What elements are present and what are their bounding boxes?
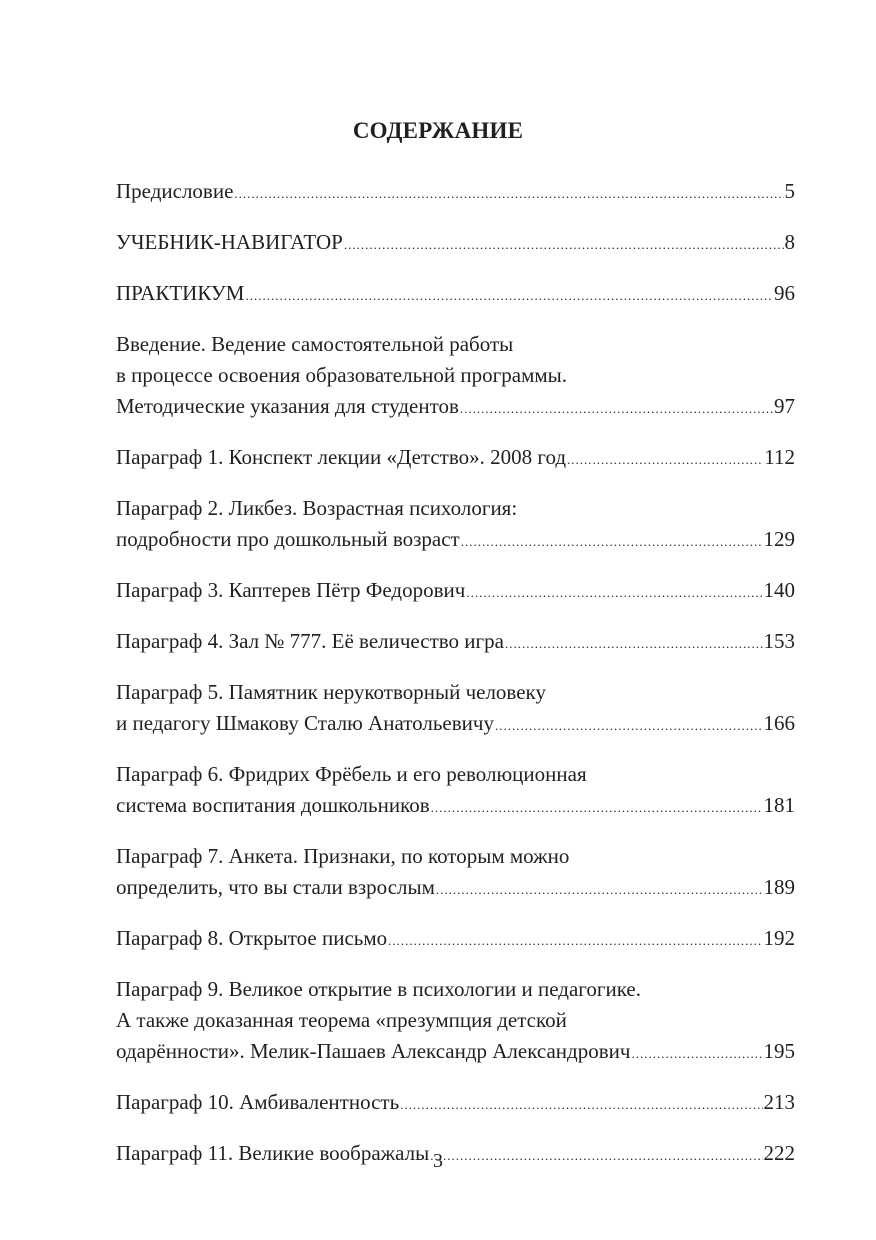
toc-entry[interactable]: Предисловие 5 — [116, 176, 795, 209]
toc-entry-text: определить, что вы стали взрослым — [116, 875, 435, 899]
toc-entry-line: Параграф 11. Великие воображалы 222 — [116, 1138, 795, 1171]
toc-page-number: 129 — [763, 527, 796, 551]
toc-entry-line: Введение. Ведение самостоятельной работы — [116, 329, 795, 360]
toc-entry[interactable]: Введение. Ведение самостоятельной работы… — [116, 329, 795, 424]
dot-leader — [388, 925, 762, 956]
toc-entry-text: Параграф 4. Зал № 777. Её величество игр… — [116, 629, 504, 653]
dot-leader — [461, 526, 763, 557]
toc-page-number: 8 — [784, 230, 796, 254]
toc-page-number: 153 — [763, 629, 796, 653]
toc-entry-text: Методические указания для студентов — [116, 394, 459, 418]
toc-entry-line: одарённости». Мелик-Пашаев Александр Але… — [116, 1036, 795, 1069]
dot-leader — [234, 178, 783, 209]
dot-leader — [400, 1089, 762, 1120]
toc-entry-line: Параграф 6. Фридрих Фрёбель и его револю… — [116, 759, 795, 790]
dot-leader — [344, 229, 784, 260]
toc-entry-text: Предисловие — [116, 179, 234, 203]
dot-leader — [431, 792, 763, 823]
toc-entry-line: Методические указания для студентов 97 — [116, 391, 795, 424]
page-number: 3 — [433, 1150, 443, 1172]
toc-entry-text: система воспитания дошкольников — [116, 793, 430, 817]
toc-entry[interactable]: Параграф 3. Каптерев Пётр Федорович 140 — [116, 575, 795, 608]
toc-entry-text: Введение. Ведение самостоятельной работы — [116, 332, 514, 356]
toc-entry-text: Параграф 7. Анкета. Признаки, по которым… — [116, 844, 570, 868]
page-title: СОДЕРЖАНИЕ — [352, 118, 524, 143]
toc-entry-text: и педагогу Шмакову Сталю Анатольевичу — [116, 711, 494, 735]
toc-page-number: 5 — [784, 179, 796, 203]
toc-entry-line: Параграф 4. Зал № 777. Её величество игр… — [116, 626, 795, 659]
toc-entry-line: Параграф 10. Амбивалентность 213 — [116, 1087, 795, 1120]
dot-leader — [466, 577, 762, 608]
toc-entry-line: Предисловие 5 — [116, 176, 795, 209]
dot-leader — [460, 393, 773, 424]
dot-leader — [245, 280, 773, 311]
toc-entry[interactable]: Параграф 9. Великое открытие в психологи… — [116, 974, 795, 1069]
toc-entry-line: и педагогу Шмакову Сталю Анатольевичу 166 — [116, 708, 795, 741]
toc-entry[interactable]: УЧЕБНИК-НАВИГАТОР 8 — [116, 227, 795, 260]
toc-page-number: 181 — [763, 793, 796, 817]
toc-entry-line: Параграф 9. Великое открытие в психологи… — [116, 974, 795, 1005]
toc-entry[interactable]: ПРАКТИКУМ 96 — [116, 278, 795, 311]
toc-page-number: 189 — [763, 875, 796, 899]
toc-entry-line: Параграф 1. Конспект лекции «Детство». 2… — [116, 442, 795, 475]
toc-entry[interactable]: Параграф 5. Памятник нерукотворный челов… — [116, 677, 795, 741]
toc-entry[interactable]: Параграф 6. Фридрих Фрёбель и его револю… — [116, 759, 795, 823]
toc-entry-text: в процессе освоения образовательной прог… — [116, 363, 568, 387]
toc-entry-text: Параграф 9. Великое открытие в психологи… — [116, 977, 641, 1001]
toc-entry-line: Параграф 8. Открытое письмо 192 — [116, 923, 795, 956]
dot-leader — [495, 710, 763, 741]
toc-entry[interactable]: Параграф 8. Открытое письмо 192 — [116, 923, 795, 956]
toc-page-number: 96 — [774, 281, 795, 305]
dot-leader — [567, 444, 763, 475]
toc-entry-text: Параграф 2. Ликбез. Возрастная психологи… — [116, 496, 518, 520]
toc-entry-text: Параграф 10. Амбивалентность — [116, 1090, 400, 1114]
toc-entry[interactable]: Параграф 4. Зал № 777. Её величество игр… — [116, 626, 795, 659]
dot-leader — [631, 1038, 762, 1069]
toc-entry-text: Параграф 8. Открытое письмо — [116, 926, 388, 950]
toc-entry-line: в процессе освоения образовательной прог… — [116, 360, 795, 391]
toc-entry[interactable]: Параграф 7. Анкета. Признаки, по которым… — [116, 841, 795, 905]
toc-entry-line: определить, что вы стали взрослым 189 — [116, 872, 795, 905]
toc-page-number: 195 — [763, 1039, 796, 1063]
table-of-contents: Предисловие 5 УЧЕБНИК-НАВИГАТОР 8 ПРАКТИКУМ 9… — [116, 176, 795, 1189]
toc-page-number: 166 — [763, 711, 796, 735]
toc-entry-line: А также доказанная теорема «презумпция д… — [116, 1005, 795, 1036]
toc-entry-line: УЧЕБНИК-НАВИГАТОР 8 — [116, 227, 795, 260]
toc-entry-line: система воспитания дошкольников 181 — [116, 790, 795, 823]
toc-entry-text: одарённости». Мелик-Пашаев Александр Але… — [116, 1039, 631, 1063]
dot-leader — [505, 628, 763, 659]
toc-entry-text: Параграф 6. Фридрих Фрёбель и его револю… — [116, 762, 587, 786]
toc-entry-line: ПРАКТИКУМ 96 — [116, 278, 795, 311]
toc-entry-text: ПРАКТИКУМ — [116, 281, 245, 305]
toc-page-number: 222 — [763, 1141, 796, 1165]
toc-entry-text: Параграф 1. Конспект лекции «Детство». 2… — [116, 445, 567, 469]
toc-page-number: 213 — [763, 1090, 796, 1114]
toc-entry-line: подробности про дошкольный возраст 129 — [116, 524, 795, 557]
toc-entry-text: УЧЕБНИК-НАВИГАТОР — [116, 230, 343, 254]
dot-leader — [436, 874, 763, 905]
toc-page-number: 140 — [763, 578, 796, 602]
toc-entry-line: Параграф 5. Памятник нерукотворный челов… — [116, 677, 795, 708]
toc-page-number: 112 — [764, 445, 795, 469]
toc-entry-text: Параграф 11. Великие воображалы — [116, 1141, 430, 1165]
toc-page-number: 192 — [763, 926, 796, 950]
toc-entry-text: Параграф 3. Каптерев Пётр Федорович — [116, 578, 466, 602]
toc-entry-line: Параграф 2. Ликбез. Возрастная психологи… — [116, 493, 795, 524]
toc-entry[interactable]: Параграф 10. Амбивалентность 213 — [116, 1087, 795, 1120]
toc-entry[interactable]: Параграф 1. Конспект лекции «Детство». 2… — [116, 442, 795, 475]
toc-entry-text: А также доказанная теорема «презумпция д… — [116, 1008, 567, 1032]
toc-entry-text: Параграф 5. Памятник нерукотворный челов… — [116, 680, 546, 704]
toc-entry[interactable]: Параграф 2. Ликбез. Возрастная психологи… — [116, 493, 795, 557]
toc-page-number: 97 — [774, 394, 795, 418]
toc-entry-line: Параграф 3. Каптерев Пётр Федорович 140 — [116, 575, 795, 608]
toc-entry[interactable]: Параграф 11. Великие воображалы 222 — [116, 1138, 795, 1171]
toc-entry-line: Параграф 7. Анкета. Признаки, по которым… — [116, 841, 795, 872]
toc-entry-text: подробности про дошкольный возраст — [116, 527, 460, 551]
